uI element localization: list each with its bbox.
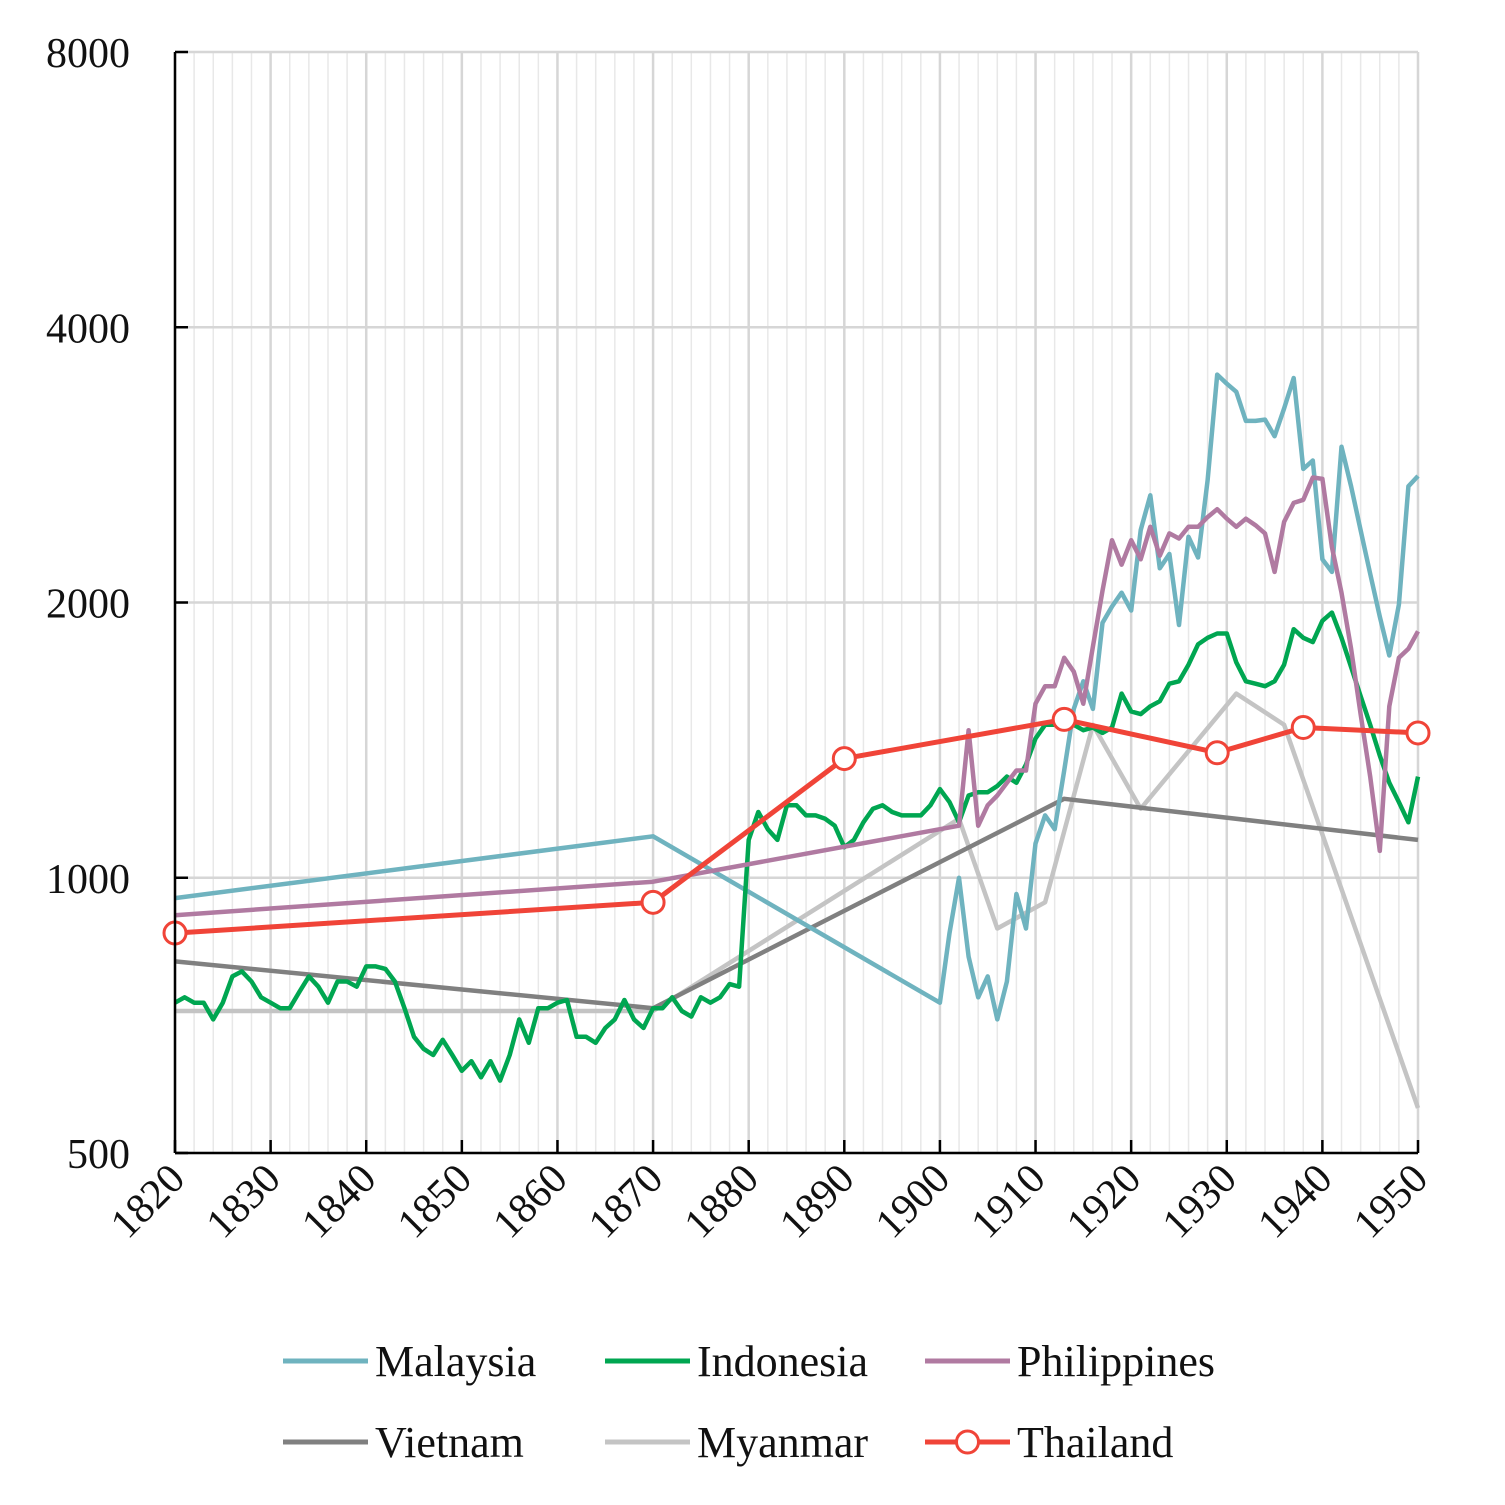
- legend-item-indonesia: Indonesia: [605, 1337, 868, 1386]
- data-point-thailand: [640, 889, 666, 915]
- legend-item-philippines: Philippines: [925, 1337, 1215, 1386]
- series-line-malaysia: [174, 372, 1420, 1022]
- x-tick-label: 1930: [1154, 1156, 1246, 1248]
- x-tick-label: 1920: [1058, 1156, 1150, 1248]
- data-point-thailand: [1290, 714, 1316, 740]
- x-tick-label: 1830: [198, 1156, 290, 1248]
- x-tick-label: 1850: [389, 1156, 481, 1248]
- legend-label: Philippines: [1017, 1337, 1215, 1386]
- legend-label: Vietnam: [375, 1418, 524, 1467]
- x-tick-label: 1940: [1250, 1156, 1342, 1248]
- series-line-philippines: [174, 475, 1420, 918]
- x-tick-label: 1890: [771, 1156, 863, 1248]
- legend-item-myanmar: Myanmar: [605, 1418, 868, 1467]
- legend-label: Thailand: [1017, 1418, 1173, 1467]
- legend-marker-icon: [955, 1429, 980, 1455]
- y-tick-label: 8000: [46, 31, 130, 77]
- data-point-thailand: [1204, 740, 1230, 766]
- legend-item-malaysia: Malaysia: [283, 1337, 536, 1386]
- data-point-thailand: [1051, 706, 1077, 732]
- data-point-thailand: [1405, 720, 1431, 746]
- y-tick-label: 2000: [46, 582, 130, 628]
- legend: Malaysia Indonesia Philippines Vietnam Myanm…: [283, 1337, 1215, 1467]
- y-tick-label: 4000: [46, 306, 130, 352]
- legend-label: Malaysia: [375, 1337, 536, 1386]
- series-line-indonesia: [173, 610, 1421, 1083]
- x-tick-label: 1910: [963, 1156, 1055, 1248]
- x-tick-label: 1840: [293, 1156, 385, 1248]
- x-tick-label: 1860: [485, 1156, 577, 1248]
- legend-item-thailand: Thailand: [925, 1418, 1173, 1467]
- series-line-vietnam: [174, 796, 1419, 1011]
- legend-label: Indonesia: [697, 1337, 868, 1386]
- legend-label: Myanmar: [697, 1418, 868, 1467]
- data-point-thailand: [831, 746, 857, 772]
- x-tick-label: 1870: [580, 1156, 672, 1248]
- x-tick-label: 1950: [1345, 1156, 1437, 1248]
- x-tick-label: 1880: [676, 1156, 768, 1248]
- grid-lines: [173, 50, 1420, 1155]
- x-tick-label: 1900: [867, 1156, 959, 1248]
- legend-item-vietnam: Vietnam: [283, 1418, 524, 1467]
- series-layer: [162, 372, 1431, 1109]
- y-tick-label: 500: [67, 1132, 130, 1178]
- series-line-myanmar: [175, 691, 1421, 1109]
- y-tick-label: 1000: [46, 857, 130, 903]
